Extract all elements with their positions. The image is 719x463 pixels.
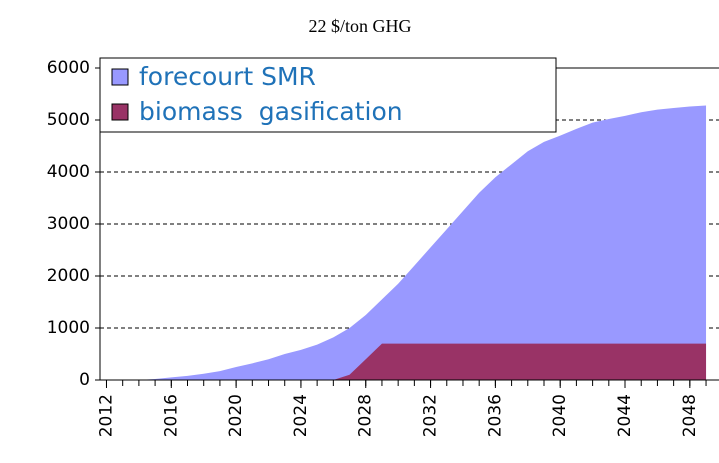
chart-title: 22 $/ton GHG — [309, 16, 412, 36]
legend-label: biomass gasification — [139, 97, 403, 126]
x-tick-label: 2012 — [96, 394, 116, 437]
legend: forecourt SMR biomass gasification — [99, 57, 557, 133]
legend-box — [99, 57, 557, 133]
x-tick-label: 2020 — [226, 394, 246, 437]
y-tick-label: 4000 — [47, 162, 90, 182]
y-tick-label: 6000 — [47, 58, 90, 78]
x-tick-label: 2032 — [421, 394, 441, 437]
y-tick-label: 1000 — [47, 318, 90, 338]
legend-swatch — [111, 103, 129, 121]
x-tick-label: 2024 — [291, 394, 311, 437]
area — [106, 343, 707, 380]
legend-swatch — [111, 68, 129, 86]
x-tick-label: 2028 — [356, 394, 376, 437]
y-tick-label: 3000 — [47, 214, 90, 234]
y-tick-label: 5000 — [47, 110, 90, 130]
legend-label: forecourt SMR — [139, 62, 316, 91]
y-tick-label: 2000 — [47, 266, 90, 286]
y-tick-label: 0 — [79, 370, 90, 390]
x-tick-label: 2036 — [485, 394, 505, 437]
x-tick-label: 2044 — [615, 394, 635, 437]
area — [106, 105, 707, 380]
x-tick-label: 2040 — [550, 394, 570, 437]
x-tick-label: 2048 — [680, 394, 700, 437]
x-tick-label: 2016 — [161, 394, 181, 437]
